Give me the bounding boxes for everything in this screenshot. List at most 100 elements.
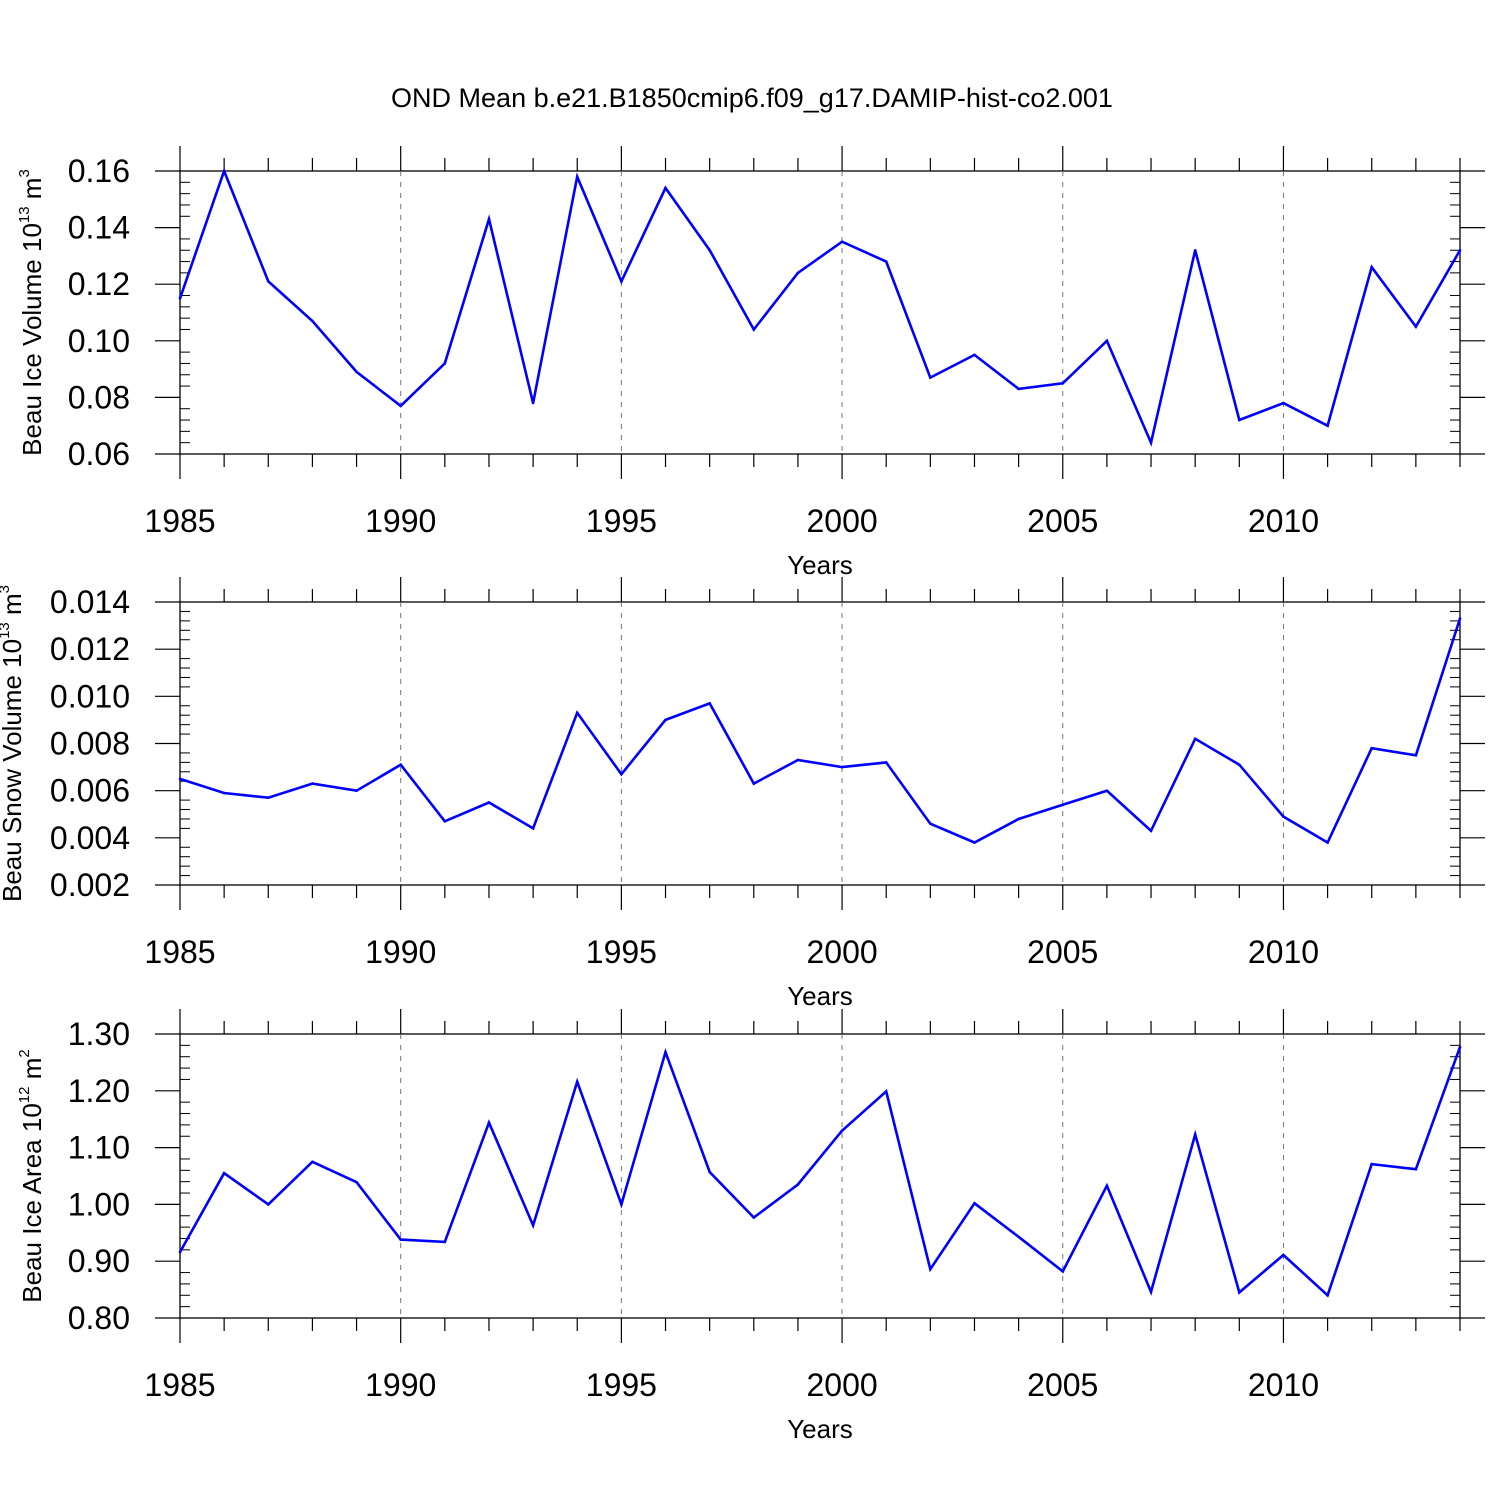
- data-point: [620, 772, 623, 776]
- data-point: [973, 1201, 976, 1205]
- panel-3: 0.80 0.90 1.00 1.10 1.20 1.30 1985 1990 1995 2000…: [16, 1009, 1485, 1444]
- plot-frame: [179, 601, 1461, 886]
- data-point: [929, 1267, 932, 1271]
- data-point: [1282, 401, 1285, 405]
- data-point: [1238, 1291, 1241, 1294]
- x-tick-label: 1995: [586, 503, 657, 539]
- data-point: [355, 1180, 358, 1184]
- y-tick-label: 1.20: [68, 1073, 130, 1109]
- y-tick-label: 0.80: [68, 1300, 130, 1336]
- data-point: [884, 260, 888, 263]
- y-tick-label: 0.008: [50, 726, 130, 762]
- data-point: [929, 822, 932, 825]
- x-tick-label: 1990: [365, 503, 436, 539]
- data-point: [443, 362, 447, 365]
- data-point: [355, 370, 358, 374]
- data-point: [1282, 815, 1285, 818]
- x-tick-label: 1990: [365, 1367, 436, 1403]
- data-point: [884, 1090, 888, 1093]
- data-point: [1061, 803, 1065, 807]
- data-point: [708, 1170, 711, 1174]
- data-point: [752, 328, 756, 331]
- data-point: [1149, 1290, 1153, 1294]
- data-point: [1414, 325, 1418, 328]
- panels: 0.06 0.08 0.10 0.12 0.14 0.16 1985 1990 1995 2000…: [0, 146, 1485, 1444]
- data-point: [1414, 753, 1418, 757]
- data-point: [443, 1240, 447, 1244]
- series-line: [178, 1046, 1462, 1298]
- data-point: [487, 801, 491, 804]
- y-tick-label: 0.10: [68, 323, 130, 359]
- y-tick-label: 0.08: [68, 379, 130, 415]
- y-tick-label: 0.012: [50, 631, 130, 667]
- x-tick-label: 2010: [1248, 503, 1319, 539]
- x-tick-label: 2005: [1027, 934, 1098, 970]
- data-point: [222, 169, 226, 173]
- x-tick-label: 1995: [586, 934, 657, 970]
- y-tick-label: 0.002: [50, 867, 130, 903]
- data-point: [1238, 763, 1241, 767]
- panel-1: 0.06 0.08 0.10 0.12 0.14 0.16 1985 1990 1995 2000…: [16, 146, 1485, 580]
- data-point: [1105, 789, 1109, 792]
- data-point: [311, 1160, 314, 1164]
- data-point: [575, 175, 579, 178]
- data-point: [355, 789, 358, 792]
- x-tick-label: 2010: [1248, 1367, 1319, 1403]
- data-point: [1017, 1235, 1020, 1239]
- data-point: [1326, 424, 1329, 428]
- data-point: [840, 765, 844, 769]
- data-point: [531, 401, 535, 405]
- figure-title: OND Mean b.e21.B1850cmip6.f09_g17.DAMIP-…: [391, 83, 1113, 113]
- data-point: [1017, 387, 1020, 391]
- panel-2: 0.002 0.004 0.006 0.008 0.010 0.012 0.014 1985 1…: [0, 577, 1485, 1011]
- series-line: [178, 167, 1462, 447]
- data-point: [708, 702, 711, 705]
- data-point: [796, 758, 800, 762]
- data-point: [311, 319, 314, 323]
- data-point: [266, 280, 270, 283]
- data-point: [1193, 1133, 1197, 1136]
- data-point: [1370, 265, 1374, 269]
- data-point: [1370, 746, 1374, 750]
- data-point: [664, 186, 667, 190]
- data-point: [1238, 418, 1241, 422]
- data-point: [840, 1129, 844, 1132]
- x-tick-label: 2010: [1248, 934, 1319, 970]
- data-point: [531, 1224, 535, 1227]
- data-point: [664, 718, 667, 722]
- data-point: [664, 1050, 667, 1054]
- y-tick-label: 0.014: [50, 584, 130, 620]
- data-point: [708, 248, 711, 252]
- data-point: [443, 820, 447, 823]
- y-tick-label: 0.16: [68, 153, 130, 189]
- y-tick-label: 0.004: [50, 820, 130, 856]
- data-point: [1414, 1167, 1418, 1171]
- data-point: [973, 353, 976, 357]
- data-point: [796, 271, 800, 275]
- series-line: [179, 618, 1462, 845]
- plot-frame: [179, 1033, 1461, 1319]
- y-tick-label: 0.06: [68, 436, 130, 472]
- data-point: [178, 1250, 182, 1254]
- data-point: [929, 376, 932, 379]
- data-point: [222, 791, 226, 795]
- data-point: [1105, 1184, 1109, 1187]
- y-axis-label: Beau Ice Area 1012 m2: [16, 1049, 47, 1302]
- data-point: [973, 841, 976, 844]
- data-point: [1061, 381, 1065, 385]
- y-tick-label: 0.14: [68, 210, 130, 246]
- x-tick-label: 2000: [806, 934, 877, 970]
- plot-frame: [179, 170, 1461, 455]
- data-point: [399, 1238, 402, 1241]
- data-point: [575, 1080, 579, 1084]
- data-point: [487, 1121, 491, 1124]
- data-point: [178, 297, 182, 300]
- data-point: [620, 1203, 623, 1206]
- data-point: [266, 796, 270, 800]
- x-tick-label: 2000: [806, 1367, 877, 1403]
- data-point: [222, 1171, 226, 1175]
- data-point: [1458, 248, 1462, 252]
- x-axis-label: Years: [787, 550, 853, 580]
- x-axis-label: Years: [787, 981, 853, 1011]
